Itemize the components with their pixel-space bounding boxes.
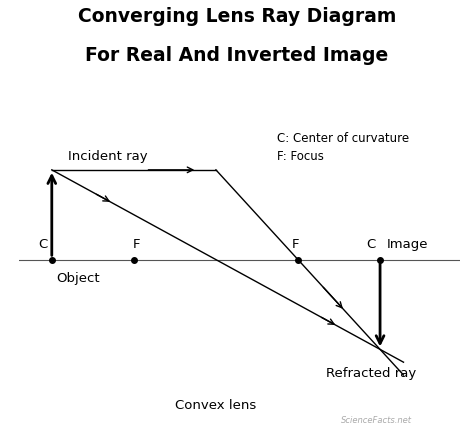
Text: Converging Lens Ray Diagram: Converging Lens Ray Diagram (78, 7, 396, 26)
Text: C: C (38, 238, 47, 251)
Text: F: F (132, 238, 140, 251)
Text: Refracted ray: Refracted ray (326, 367, 416, 380)
Text: C: Center of curvature
F: Focus: C: Center of curvature F: Focus (277, 132, 409, 163)
Text: Incident ray: Incident ray (68, 150, 148, 163)
Text: ScienceFacts.net: ScienceFacts.net (341, 416, 412, 425)
Text: F: F (292, 238, 300, 251)
Text: Object: Object (56, 272, 100, 285)
Text: C: C (366, 238, 375, 251)
Text: Image: Image (387, 238, 428, 251)
Text: For Real And Inverted Image: For Real And Inverted Image (85, 46, 389, 65)
Text: Convex lens: Convex lens (175, 398, 256, 411)
